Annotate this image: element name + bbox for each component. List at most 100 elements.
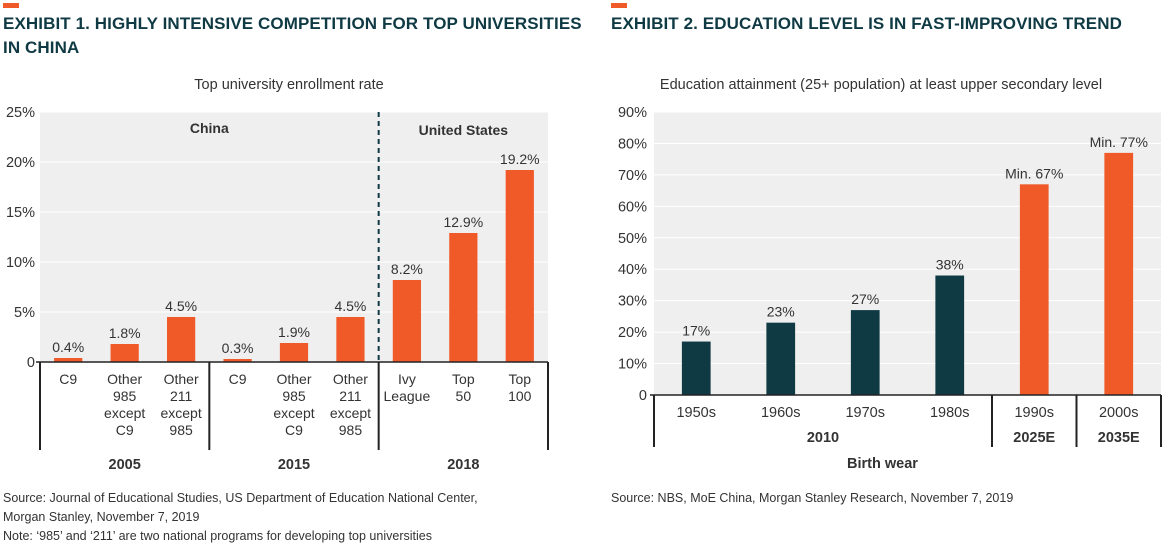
chart1-category-label: Top xyxy=(452,371,475,387)
chart1-enrollment-rate: Top university enrollment rate 0 5% 10% 15% 2… xyxy=(6,77,549,473)
chart1-category-label: Other xyxy=(164,371,199,387)
chart2-title: Education attainment (25+ population) at… xyxy=(660,77,1102,93)
chart2-group-label: 2010 xyxy=(807,430,839,446)
chart1-category-label: Other xyxy=(333,371,368,387)
chart1-category-label: except xyxy=(160,405,201,421)
chart1-y-tick-label: 0 xyxy=(27,355,35,371)
chart1-group-label: 2015 xyxy=(278,457,310,473)
chart1-category-label: except xyxy=(330,405,371,421)
chart1-category-label: 985 xyxy=(282,388,306,404)
chart1-category-label: 211 xyxy=(339,388,362,404)
chart1-y-tick-label: 15% xyxy=(6,205,35,221)
chart2-x-axis-title: Birth wear xyxy=(847,456,918,472)
chart1-category-label: C9 xyxy=(229,371,247,387)
chart2-y-tick-label: 70% xyxy=(618,168,647,184)
chart1-region-label-china: China xyxy=(190,120,229,136)
chart1-y-tick-label: 25% xyxy=(6,105,35,121)
chart1-category-label: 100 xyxy=(508,388,532,404)
exhibit2-accent-bar xyxy=(611,3,627,8)
chart2-bar xyxy=(1104,152,1134,395)
exhibit1-title: EXHIBIT 1. HIGHLY INTENSIVE COMPETITION … xyxy=(3,12,583,60)
chart2-y-tick-label: 50% xyxy=(618,231,647,247)
chart1-category-label: except xyxy=(104,405,145,421)
exhibit2-source: Source: NBS, MoE China, Morgan Stanley R… xyxy=(611,491,1014,505)
exhibit1-title-line2: IN CHINA xyxy=(3,38,80,57)
chart1-bar xyxy=(167,317,196,362)
chart1-bar xyxy=(223,359,252,362)
chart1-value-label: 1.9% xyxy=(278,324,310,340)
chart2-value-label: 23% xyxy=(767,304,795,320)
chart1-y-tick-label: 20% xyxy=(6,155,35,171)
chart1-y-tick-label: 5% xyxy=(14,305,35,321)
chart1-category-label: League xyxy=(384,388,431,404)
chart2-y-tick-label: 20% xyxy=(618,325,647,341)
chart1-category-label: except xyxy=(273,405,314,421)
chart2-value-label: 38% xyxy=(936,257,964,273)
chart2-value-label: Min. 67% xyxy=(1005,165,1063,181)
chart1-bar xyxy=(505,170,534,362)
exhibit1-accent-bar xyxy=(3,3,19,8)
chart2-y-tick-label: 40% xyxy=(618,262,647,278)
chart1-value-label: 0.4% xyxy=(52,339,84,355)
chart1-value-label: 1.8% xyxy=(109,325,141,341)
chart1-title: Top university enrollment rate xyxy=(194,77,383,93)
chart1-category-label: Ivy xyxy=(398,371,416,387)
chart1-value-label: 12.9% xyxy=(443,214,483,230)
chart2-y-tick-label: 10% xyxy=(618,357,647,373)
chart1-bar xyxy=(392,280,421,362)
chart2-plot-background xyxy=(654,112,1161,395)
chart1-category-label: 50 xyxy=(456,388,472,404)
chart2-y-tick-label: 80% xyxy=(618,136,647,152)
chart2-bar xyxy=(681,341,711,395)
chart1-category-label: Other xyxy=(107,371,142,387)
exhibit2-title: EXHIBIT 2. EDUCATION LEVEL IS IN FAST-IM… xyxy=(611,14,1122,33)
chart2-y-tick-label: 30% xyxy=(618,294,647,310)
chart1-category-label: Other xyxy=(276,371,311,387)
chart2-category-label: 2000s xyxy=(1099,405,1139,421)
chart2-bar xyxy=(766,322,796,395)
chart1-bar xyxy=(279,343,309,362)
chart2-category-label: 1990s xyxy=(1014,405,1054,421)
chart1-bar xyxy=(336,317,365,362)
chart2-value-label: 17% xyxy=(682,323,710,339)
chart1-region-label-us: United States xyxy=(419,122,509,138)
chart1-category-label: C9 xyxy=(116,422,134,438)
chart1-y-tick-label: 10% xyxy=(6,255,35,271)
chart1-bar xyxy=(449,233,478,362)
chart1-bar xyxy=(54,358,83,362)
chart2-group-label: 2035E xyxy=(1098,430,1140,446)
chart2-value-label: 27% xyxy=(851,291,879,307)
chart2-bar xyxy=(850,310,880,395)
chart1-category-label: C9 xyxy=(59,371,77,387)
chart1-category-label: Top xyxy=(508,371,531,387)
chart2-group-label: 2025E xyxy=(1013,430,1055,446)
chart2-education-attainment: Education attainment (25+ population) at… xyxy=(618,77,1162,472)
chart2-bar xyxy=(1019,184,1049,395)
chart2-category-label: 1950s xyxy=(676,405,716,421)
chart1-category-label: 211 xyxy=(170,388,193,404)
chart1-category-label: C9 xyxy=(285,422,303,438)
exhibit1-note: Note: ‘985’ and ‘211’ are two national p… xyxy=(3,529,432,543)
chart2-y-tick-label: 0 xyxy=(639,388,647,404)
chart1-value-label: 0.3% xyxy=(222,340,254,356)
chart2-category-label: 1980s xyxy=(930,405,970,421)
chart1-group-label: 2005 xyxy=(109,457,141,473)
chart2-bar xyxy=(935,275,965,395)
exhibit1-source-line1: Source: Journal of Educational Studies, … xyxy=(3,491,478,505)
chart2-value-label: Min. 77% xyxy=(1090,134,1148,150)
chart1-value-label: 4.5% xyxy=(334,298,366,314)
exhibit1-source-line2: Morgan Stanley, November 7, 2019 xyxy=(3,510,200,524)
exhibit1-source: Source: Journal of Educational Studies, … xyxy=(3,489,573,546)
exhibit1-title-line1: EXHIBIT 1. HIGHLY INTENSIVE COMPETITION … xyxy=(3,14,582,33)
chart2-y-tick-label: 90% xyxy=(618,105,647,121)
chart2-category-label: 1970s xyxy=(845,405,885,421)
chart2-y-tick-label: 60% xyxy=(618,199,647,215)
chart1-value-label: 4.5% xyxy=(165,298,197,314)
chart1-category-label: 985 xyxy=(169,422,193,438)
chart1-value-label: 8.2% xyxy=(391,261,423,277)
chart1-bar xyxy=(110,344,139,362)
chart1-group-label: 2018 xyxy=(447,457,479,473)
chart1-category-label: 985 xyxy=(113,388,137,404)
chart2-category-label: 1960s xyxy=(761,405,801,421)
chart1-category-label: 985 xyxy=(339,422,363,438)
